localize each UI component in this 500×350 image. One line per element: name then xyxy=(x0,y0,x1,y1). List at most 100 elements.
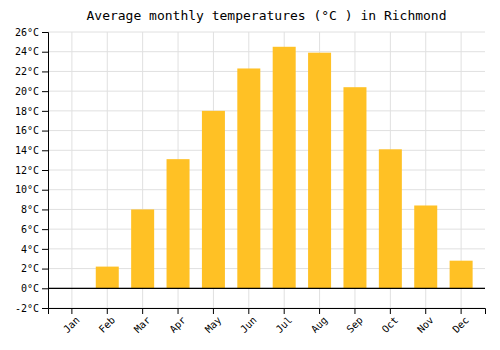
x-tick-label: Feb xyxy=(97,314,118,335)
y-tick: 6°C xyxy=(21,224,48,235)
x-tick-label: Jun xyxy=(238,314,259,335)
x-tick-mark xyxy=(425,308,426,314)
x-tick-mark xyxy=(284,308,285,314)
x-tick-label: Nov xyxy=(415,314,436,335)
x-tick: Jul xyxy=(274,308,295,335)
y-tick-mark xyxy=(42,111,48,112)
grid-line-y xyxy=(48,32,485,33)
x-tick-label: Jul xyxy=(274,314,295,335)
y-tick-label: 2°C xyxy=(21,263,39,274)
y-tick-label: 16°C xyxy=(15,125,39,136)
x-tick-mark xyxy=(248,308,249,314)
y-tick-mark xyxy=(42,131,48,132)
y-tick-label: 6°C xyxy=(21,224,39,235)
y-tick-mark xyxy=(42,288,48,289)
x-axis-line xyxy=(49,309,486,315)
x-tick: Jan xyxy=(61,308,82,335)
x-tick: Nov xyxy=(415,308,436,335)
x-tick: Mar xyxy=(132,308,153,335)
y-tick: 12°C xyxy=(15,165,48,176)
x-tick-mark xyxy=(354,308,355,314)
y-tick-label: -2°C xyxy=(15,303,39,314)
title: Average monthly temperatures (°C ) in Ri… xyxy=(86,8,446,23)
baseline xyxy=(48,288,485,289)
y-tick: 14°C xyxy=(15,145,48,156)
y-tick: 18°C xyxy=(15,106,48,117)
grid-line-y xyxy=(48,288,485,289)
y-tick: 8°C xyxy=(21,204,48,215)
y-tick-label: 4°C xyxy=(21,244,39,255)
y-tick: 22°C xyxy=(15,66,48,77)
bar xyxy=(131,209,154,288)
x-tick-mark xyxy=(213,308,214,314)
x-tick-label: Aug xyxy=(309,314,330,335)
x-tick-mark xyxy=(390,308,391,314)
bar xyxy=(450,261,473,289)
bar xyxy=(237,68,260,288)
x-tick: Oct xyxy=(380,308,401,335)
y-tick-mark xyxy=(42,150,48,151)
y-tick-mark xyxy=(42,91,48,92)
y-tick-label: 20°C xyxy=(15,86,39,97)
y-tick-label: 12°C xyxy=(15,165,39,176)
y-tick-mark xyxy=(42,32,48,33)
x-tick-mark xyxy=(142,308,143,314)
y-tick-label: 18°C xyxy=(15,106,39,117)
y-tick: 10°C xyxy=(15,184,48,195)
x-tick-label: May xyxy=(203,314,224,335)
x-tick-label: Apr xyxy=(167,314,188,335)
x-tick: Jun xyxy=(238,308,259,335)
bar xyxy=(96,267,119,289)
grid-line-y xyxy=(48,130,485,131)
grid xyxy=(48,32,485,308)
x-tick-label: Oct xyxy=(380,314,401,335)
y-tick: 26°C xyxy=(15,27,48,38)
y-tick-mark xyxy=(42,209,48,210)
x-tick: Aug xyxy=(309,308,330,335)
y-tick: 2°C xyxy=(21,263,48,274)
y-tick: 20°C xyxy=(15,86,48,97)
grid-line-y xyxy=(48,51,485,52)
x-tick-mark xyxy=(319,308,320,314)
bar xyxy=(414,205,437,288)
grid-line-y xyxy=(48,150,485,151)
y-axis: -2°C 0°C 2°C 4°C 6°C 8°C 10°C 12°C 14°C 16°C 18°C 2… xyxy=(15,27,49,314)
y-tick-mark xyxy=(42,170,48,171)
y-tick: 4°C xyxy=(21,244,48,255)
y-tick-label: 14°C xyxy=(15,145,39,156)
y-tick: 16°C xyxy=(15,125,48,136)
grid-line-y xyxy=(48,170,485,171)
grid-line-y xyxy=(48,110,485,111)
y-tick-label: 0°C xyxy=(21,283,39,294)
y-tick-label: 22°C xyxy=(15,66,39,77)
y-tick-mark xyxy=(42,269,48,270)
x-tick-label: Sep xyxy=(344,314,365,335)
y-tick-mark xyxy=(42,249,48,250)
x-tick: Dec xyxy=(450,308,471,335)
x-tick: May xyxy=(203,308,224,335)
bar xyxy=(202,111,225,288)
chart: -2°C 0°C 2°C 4°C 6°C 8°C 10°C 12°C 14°C 16°C 18°C 2… xyxy=(0,0,500,350)
y-tick-mark xyxy=(42,229,48,230)
x-tick: Apr xyxy=(167,308,188,335)
x-tick-label: Mar xyxy=(132,314,153,335)
grid-line-y xyxy=(48,71,485,72)
grid-line-y xyxy=(48,189,485,190)
x-tick: Feb xyxy=(97,308,118,335)
y-tick-mark xyxy=(42,52,48,53)
y-tick-mark xyxy=(42,308,48,309)
y-tick-mark xyxy=(42,190,48,191)
x-axis: Jan Feb Mar Apr May Jun Jul Aug Sep Oct Nov Dec xyxy=(49,308,486,335)
y-tick: 0°C xyxy=(21,283,48,294)
x-tick-mark xyxy=(107,308,108,314)
x-tick-mark xyxy=(178,308,179,314)
bar xyxy=(167,159,190,288)
bar xyxy=(273,47,296,289)
plot: -2°C 0°C 2°C 4°C 6°C 8°C 10°C 12°C 14°C 16°C 18°C 2… xyxy=(15,27,486,335)
y-tick-label: 24°C xyxy=(15,46,39,57)
x-tick-label: Dec xyxy=(450,314,471,335)
x-tick-mark xyxy=(71,308,72,314)
y-tick-label: 8°C xyxy=(21,204,39,215)
y-tick: -2°C xyxy=(15,303,48,314)
y-tick-label: 26°C xyxy=(15,27,39,38)
